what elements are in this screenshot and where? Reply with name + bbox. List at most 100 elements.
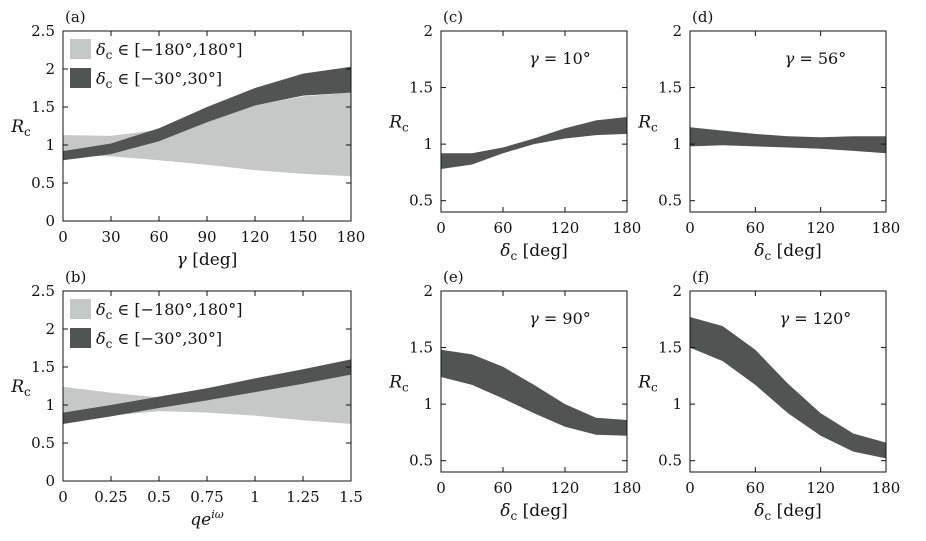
x-tick-label: 0 xyxy=(685,479,695,497)
y-tick-label: 0.5 xyxy=(31,174,55,192)
annotation: γ = 56° xyxy=(785,49,847,68)
x-tick-label: 90 xyxy=(197,228,216,246)
y-tick-label: 2 xyxy=(45,60,55,78)
legend-swatch xyxy=(70,299,91,319)
band-dark xyxy=(63,359,351,424)
x-label-symbol: δ xyxy=(500,501,510,521)
y-tick-label: 1.5 xyxy=(658,79,682,97)
y-tick-label: 1 xyxy=(672,135,682,153)
y-tick-label: 1.5 xyxy=(31,358,55,376)
x-label-main: qe xyxy=(190,510,211,530)
x-tick-label: 60 xyxy=(746,219,765,237)
x-tick-label: 0 xyxy=(58,228,68,246)
legend-swatch xyxy=(70,39,91,59)
x-tick-label: 120 xyxy=(551,219,580,237)
panel-label: (d) xyxy=(692,8,713,26)
x-tick-label: 180 xyxy=(613,219,642,237)
band-dark xyxy=(690,317,886,459)
y-tick-label: 2 xyxy=(672,22,682,40)
legend-range: ∈ [−30°,30°] xyxy=(112,329,222,348)
y-axis-label: Rc xyxy=(388,113,409,135)
legend-symbol: δ xyxy=(96,300,106,319)
axes-frame xyxy=(440,30,628,213)
panel-label: (c) xyxy=(443,8,463,26)
x-tick-label: 120 xyxy=(806,479,835,497)
x-tick-label: 0.5 xyxy=(147,488,171,506)
y-tick-label: 1 xyxy=(423,395,433,413)
x-tick-label: 30 xyxy=(101,228,120,246)
y-tick-label: 2 xyxy=(672,282,682,300)
x-label-sub: c xyxy=(511,509,518,523)
y-tick-label: 0 xyxy=(45,472,55,490)
y-axis-label: Rc xyxy=(388,373,409,395)
x-label-sub: c xyxy=(765,249,772,263)
legend-range: ∈ [−30°,30°] xyxy=(112,69,222,88)
x-tick-label: 1.5 xyxy=(339,488,363,506)
x-tick-label: 150 xyxy=(289,228,318,246)
band-dark xyxy=(441,117,627,169)
x-tick-label: 0 xyxy=(436,219,446,237)
y-tick-label: 0.5 xyxy=(409,192,433,210)
y-label-sub: c xyxy=(24,385,31,399)
y-label-sub: c xyxy=(651,121,658,135)
y-tick-label: 1.5 xyxy=(409,339,433,357)
y-tick-label: 1 xyxy=(45,396,55,414)
annotation: γ = 10° xyxy=(529,49,591,68)
y-label-main: R xyxy=(637,113,651,133)
x-tick-label: 60 xyxy=(149,228,168,246)
x-tick-label: 60 xyxy=(493,219,512,237)
y-tick-label: 2 xyxy=(423,22,433,40)
band-light xyxy=(63,92,351,177)
x-tick-label: 180 xyxy=(872,479,901,497)
panel-label: (f) xyxy=(692,268,709,286)
x-tick-label: 0.75 xyxy=(190,488,223,506)
y-label-main: R xyxy=(10,117,24,137)
y-tick-label: 0.5 xyxy=(409,452,433,470)
x-tick-label: 120 xyxy=(806,219,835,237)
legend-symbol: δ xyxy=(96,40,106,59)
y-label-main: R xyxy=(388,373,402,393)
axes-frame xyxy=(689,290,887,473)
x-axis-label: δc [deg] xyxy=(500,241,567,263)
legend-sub: c xyxy=(106,48,113,62)
x-tick-label: 0 xyxy=(685,219,695,237)
legend-symbol: δ xyxy=(96,69,106,88)
y-tick-label: 1.5 xyxy=(409,79,433,97)
y-tick-label: 1 xyxy=(672,395,682,413)
axes-frame xyxy=(689,30,887,213)
x-label-sup: iω xyxy=(211,508,224,521)
legend-label: δc ∈ [−30°,30°] xyxy=(96,329,222,351)
y-tick-label: 1 xyxy=(45,136,55,154)
panel-label: (b) xyxy=(65,268,86,286)
y-tick-label: 2.5 xyxy=(31,22,55,40)
x-tick-label: 180 xyxy=(872,219,901,237)
panel-label: (e) xyxy=(443,268,464,286)
panel-c: 0 60 120 180 0.5 1 1.5 2 (c) Rc δc [deg] γ = 10° xyxy=(388,8,641,263)
x-axis-label: qeiω xyxy=(190,508,223,530)
legend-sub: c xyxy=(106,77,113,91)
x-label-unit: [deg] xyxy=(187,250,238,270)
x-label-symbol: δ xyxy=(500,241,510,261)
x-tick-label: 180 xyxy=(337,228,366,246)
y-tick-label: 1 xyxy=(423,135,433,153)
legend-label: δc ∈ [−30°,30°] xyxy=(96,69,222,91)
x-tick-label: 0 xyxy=(58,488,68,506)
x-tick-label: 60 xyxy=(746,479,765,497)
y-label-sub: c xyxy=(24,125,31,139)
annotation-symbol: γ xyxy=(785,49,795,68)
x-label-symbol: γ xyxy=(177,250,188,270)
y-tick-label: 2 xyxy=(423,282,433,300)
annotation-symbol: γ xyxy=(529,309,539,328)
legend-range: ∈ [−180°,180°] xyxy=(112,300,242,319)
legend-range: ∈ [−180°,180°] xyxy=(112,40,242,59)
annotation-symbol: γ xyxy=(529,49,539,68)
x-label-unit: [deg] xyxy=(771,501,822,521)
y-label-sub: c xyxy=(402,121,409,135)
y-axis-label: Rc xyxy=(637,373,658,395)
y-axis-label: Rc xyxy=(637,113,658,135)
y-label-sub: c xyxy=(402,381,409,395)
